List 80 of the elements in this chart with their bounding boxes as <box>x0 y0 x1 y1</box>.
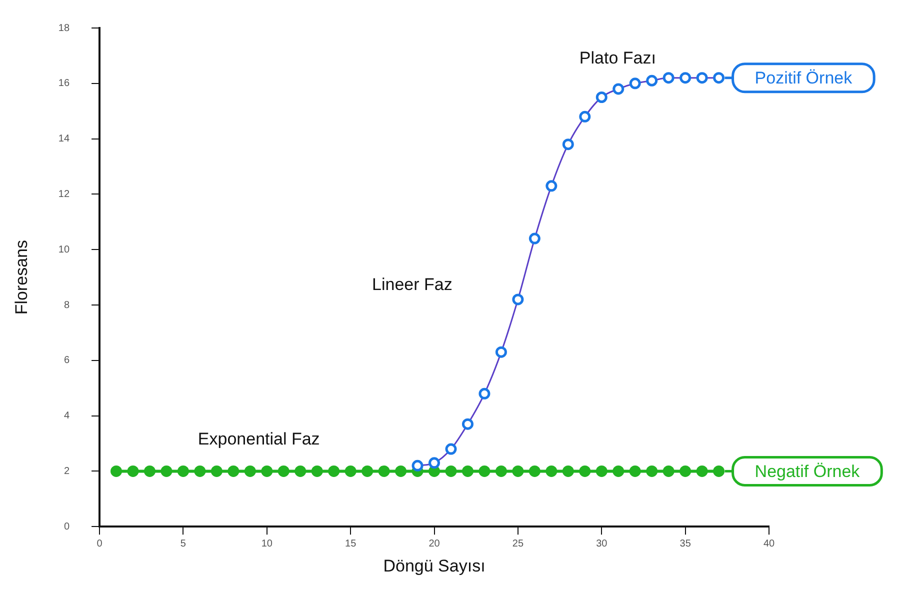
point <box>294 465 306 477</box>
point <box>495 465 507 477</box>
point <box>244 465 256 477</box>
x-tick-label: 10 <box>261 538 273 550</box>
point <box>228 465 240 477</box>
point <box>328 465 340 477</box>
point <box>579 465 591 477</box>
point <box>680 465 692 477</box>
legend-label: Negatif Örnek <box>754 462 860 481</box>
point <box>562 465 574 477</box>
point <box>311 465 323 477</box>
point <box>462 465 474 477</box>
x-tick-label: 5 <box>180 538 186 550</box>
point <box>110 465 122 477</box>
y-axis-title: Floresans <box>12 240 31 315</box>
annotation: Lineer Faz <box>372 274 452 294</box>
point <box>528 232 540 244</box>
point <box>596 92 608 103</box>
x-tick-label: 20 <box>428 538 440 550</box>
point <box>696 72 708 84</box>
point <box>629 78 641 90</box>
legend-label: Pozitif Örnek <box>754 68 853 88</box>
point <box>612 83 624 95</box>
point <box>662 465 674 477</box>
point <box>261 465 273 477</box>
point <box>546 180 558 192</box>
point <box>495 346 507 358</box>
x-tick-label: 15 <box>345 538 357 550</box>
point <box>362 465 374 477</box>
point <box>562 138 574 150</box>
point <box>596 465 608 477</box>
point <box>528 465 540 477</box>
y-tick-label: 8 <box>64 300 70 311</box>
point <box>680 72 692 84</box>
y-tick-label: 0 <box>64 521 70 532</box>
point <box>612 465 624 477</box>
point <box>445 443 457 455</box>
point <box>646 465 658 477</box>
point <box>629 465 641 477</box>
point <box>696 465 708 477</box>
point <box>177 465 189 477</box>
point <box>445 465 457 477</box>
y-tick-label: 14 <box>58 134 70 145</box>
y-tick-label: 4 <box>64 410 70 422</box>
point <box>278 465 290 477</box>
point <box>462 418 474 430</box>
point <box>127 465 139 477</box>
point <box>546 465 558 477</box>
point <box>579 110 591 122</box>
point <box>713 72 725 84</box>
point <box>194 465 206 477</box>
x-tick-label: 0 <box>96 538 103 550</box>
x-tick-label: 25 <box>512 538 524 550</box>
point <box>412 460 424 472</box>
point <box>478 388 490 400</box>
point <box>378 465 390 477</box>
y-tick-label: 18 <box>58 22 70 34</box>
point <box>395 465 407 477</box>
point <box>478 465 490 477</box>
point <box>646 74 658 86</box>
y-tick-label: 10 <box>58 244 70 256</box>
point <box>512 465 524 477</box>
x-tick-label: 40 <box>763 538 775 550</box>
annotation: Exponential Faz <box>198 430 320 449</box>
y-tick-label: 12 <box>58 188 70 200</box>
point <box>160 465 172 477</box>
point <box>144 465 156 477</box>
y-tick-label: 6 <box>64 355 70 366</box>
point <box>210 465 222 477</box>
x-tick-label: 30 <box>596 538 608 550</box>
x-tick-label: 35 <box>680 538 692 550</box>
y-tick-label: 2 <box>64 466 70 477</box>
y-tick-label: 16 <box>58 78 70 90</box>
point <box>713 465 725 477</box>
annotation: Plato Fazı <box>579 48 656 68</box>
point <box>512 294 524 306</box>
point <box>428 457 440 469</box>
x-axis-title: Döngü Sayısı <box>383 556 486 576</box>
point <box>344 465 356 477</box>
point <box>662 72 674 84</box>
